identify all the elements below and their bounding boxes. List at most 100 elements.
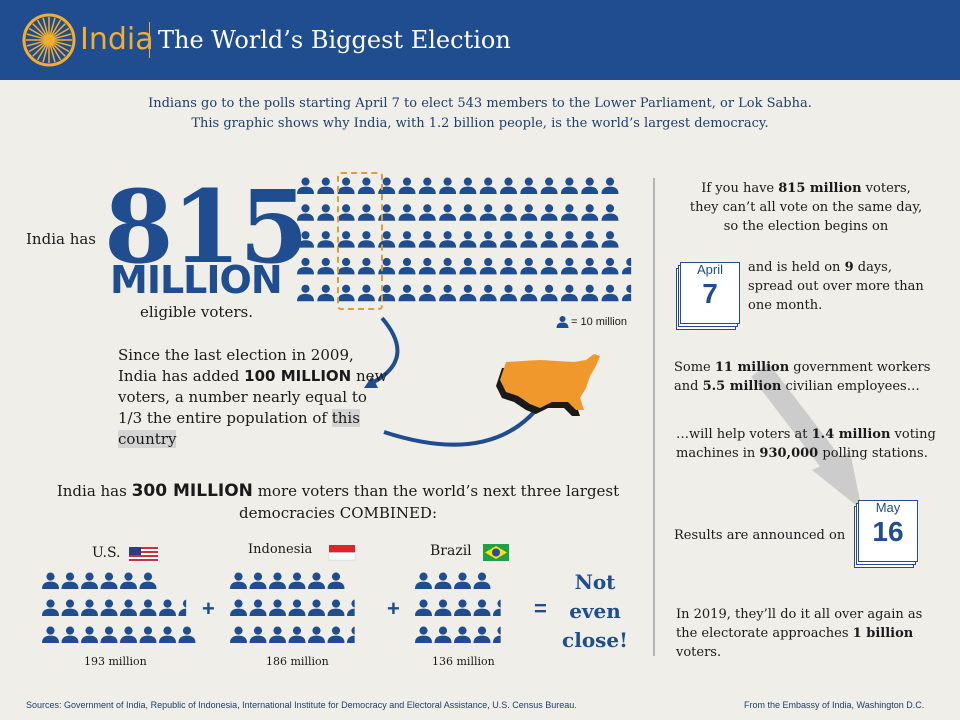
person-icon bbox=[500, 284, 517, 302]
person-icon bbox=[357, 177, 375, 194]
person-icon bbox=[42, 599, 59, 616]
r6-pre: In 2019, they’ll do it all over again as… bbox=[676, 607, 923, 641]
person-icon bbox=[459, 204, 477, 221]
r4-pre: …will help voters at bbox=[676, 427, 812, 442]
person-icon bbox=[308, 572, 325, 589]
country-name-brazil: Brazil bbox=[430, 543, 472, 559]
intro-line-1: Indians go to the polls starting April 7… bbox=[148, 96, 812, 111]
calendar-may-16: May 16 bbox=[854, 500, 918, 568]
person-icon bbox=[418, 204, 436, 221]
person-icon bbox=[139, 572, 157, 589]
person-icon bbox=[540, 177, 558, 194]
person-icon bbox=[327, 599, 345, 616]
right-para-2: and is held on 9 days, spread out over m… bbox=[748, 258, 938, 315]
since-text-1: Since the last election in 2009, India h… bbox=[118, 346, 354, 385]
person-icon bbox=[473, 626, 491, 643]
person-icon bbox=[139, 599, 157, 616]
person-icon bbox=[297, 204, 314, 221]
person-icon bbox=[439, 231, 457, 248]
page-title: The World’s Biggest Election bbox=[158, 26, 511, 54]
person-icon bbox=[601, 204, 619, 221]
person-icon bbox=[317, 177, 335, 194]
voter-icon-grid bbox=[297, 177, 632, 302]
person-icon bbox=[297, 177, 314, 194]
person-icon bbox=[434, 599, 452, 616]
person-icon bbox=[556, 316, 569, 328]
r3-b2: 5.5 million bbox=[702, 379, 782, 394]
person-icon bbox=[398, 231, 416, 248]
person-icon bbox=[415, 626, 432, 643]
person-icon bbox=[459, 284, 477, 302]
icon-legend: = 10 million bbox=[556, 316, 627, 328]
person-icon bbox=[297, 257, 314, 275]
since-bold: 100 MILLION bbox=[244, 367, 352, 385]
voter-count-number: 815 bbox=[104, 168, 309, 286]
person-icon bbox=[308, 599, 325, 616]
person-icon bbox=[120, 626, 137, 643]
eligible-voters-label: eligible voters. bbox=[140, 303, 253, 321]
r3-mid: government workers and bbox=[674, 360, 931, 394]
person-icon bbox=[454, 572, 471, 589]
person-icon bbox=[479, 231, 497, 248]
person-icon bbox=[479, 177, 497, 194]
brazil-voter-icons bbox=[415, 572, 501, 643]
india-has-label: India has bbox=[26, 230, 96, 248]
person-icon bbox=[337, 257, 355, 275]
person-icon bbox=[297, 284, 314, 302]
r6-post: voters. bbox=[676, 645, 722, 660]
person-icon bbox=[357, 257, 375, 275]
header-divider bbox=[149, 22, 150, 58]
person-icon bbox=[81, 626, 98, 643]
comparison-heading: India has 300 MILLION more voters than t… bbox=[28, 480, 648, 524]
intro-line-2: This graphic shows why India, with 1.2 b… bbox=[191, 116, 769, 131]
r1-post: voters, they can’t all vote on the same … bbox=[689, 181, 923, 234]
cal-day: 7 bbox=[702, 278, 718, 309]
brazil-caption: 136 million bbox=[432, 655, 495, 668]
r3-b1: 11 million bbox=[714, 360, 790, 375]
legend-text: = 10 million bbox=[571, 316, 627, 328]
person-icon bbox=[317, 284, 335, 302]
person-icon bbox=[459, 177, 477, 194]
person-icon bbox=[454, 599, 471, 616]
cal-month: May bbox=[875, 500, 901, 515]
person-icon bbox=[500, 231, 517, 248]
person-icon bbox=[337, 177, 355, 194]
r3-pre: Some bbox=[674, 360, 715, 375]
usa-map-icon bbox=[496, 360, 596, 416]
right-para-6: In 2019, they’ll do it all over again as… bbox=[676, 605, 938, 662]
r4-b2: 930,000 bbox=[759, 446, 819, 461]
plus-sign: + bbox=[202, 596, 215, 621]
person-icon bbox=[500, 204, 517, 221]
person-icon bbox=[42, 572, 59, 589]
person-icon bbox=[601, 284, 619, 302]
person-icon bbox=[398, 204, 416, 221]
since-2009-text: Since the last election in 2009, India h… bbox=[118, 345, 388, 450]
cmp-bold: 300 MILLION bbox=[131, 481, 253, 501]
person-icon bbox=[479, 257, 497, 275]
person-icon bbox=[479, 284, 497, 302]
person-icon bbox=[520, 177, 538, 194]
person-icon bbox=[500, 257, 517, 275]
brazil-flag-icon bbox=[483, 544, 509, 561]
person-icon bbox=[317, 204, 335, 221]
person-icon bbox=[418, 284, 436, 302]
indonesia-caption: 186 million bbox=[266, 655, 329, 668]
us-flag-icon bbox=[129, 547, 158, 562]
country-name-indonesia: Indonesia bbox=[248, 542, 313, 557]
person-icon bbox=[269, 599, 286, 616]
since-text-2: new voters, a number nearly equal to 1/3… bbox=[118, 367, 388, 427]
person-icon bbox=[560, 204, 578, 221]
r4-post: polling stations. bbox=[818, 446, 928, 461]
country-name-us: U.S. bbox=[92, 545, 121, 561]
r4-b1: 1.4 million bbox=[811, 427, 891, 442]
right-para-4: …will help voters at 1.4 million voting … bbox=[676, 425, 942, 463]
person-icon bbox=[178, 626, 196, 643]
cmp-post: more voters than the world’s next three … bbox=[238, 482, 620, 522]
person-icon bbox=[581, 204, 599, 221]
voter-count-unit: MILLION bbox=[110, 258, 283, 302]
person-icon bbox=[560, 284, 578, 302]
results-announced-text: Results are announced on bbox=[674, 528, 846, 543]
right-para-3: Some 11 million government workers and 5… bbox=[674, 358, 944, 396]
cal-day: 16 bbox=[872, 516, 904, 547]
person-icon bbox=[520, 231, 538, 248]
